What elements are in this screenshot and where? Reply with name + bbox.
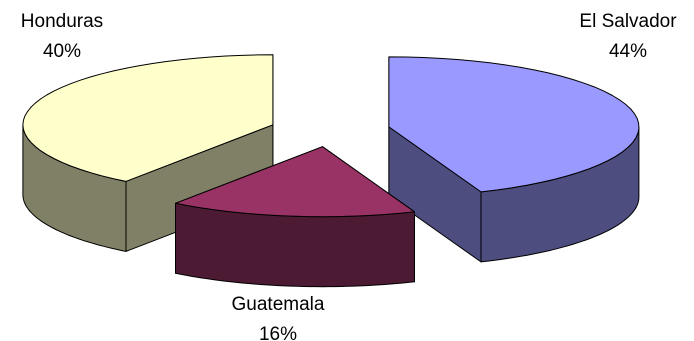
slice-value-label: 16% <box>259 324 297 341</box>
slice-top <box>175 146 415 218</box>
slice-label: Honduras <box>21 11 103 32</box>
slice-top <box>388 56 640 193</box>
slice-top <box>22 54 274 182</box>
slice-label: El Salvador <box>579 11 677 32</box>
slice-value-label: 44% <box>609 41 647 62</box>
slice-value-label: 40% <box>43 41 81 62</box>
slice-label: Guatemala <box>232 294 325 315</box>
